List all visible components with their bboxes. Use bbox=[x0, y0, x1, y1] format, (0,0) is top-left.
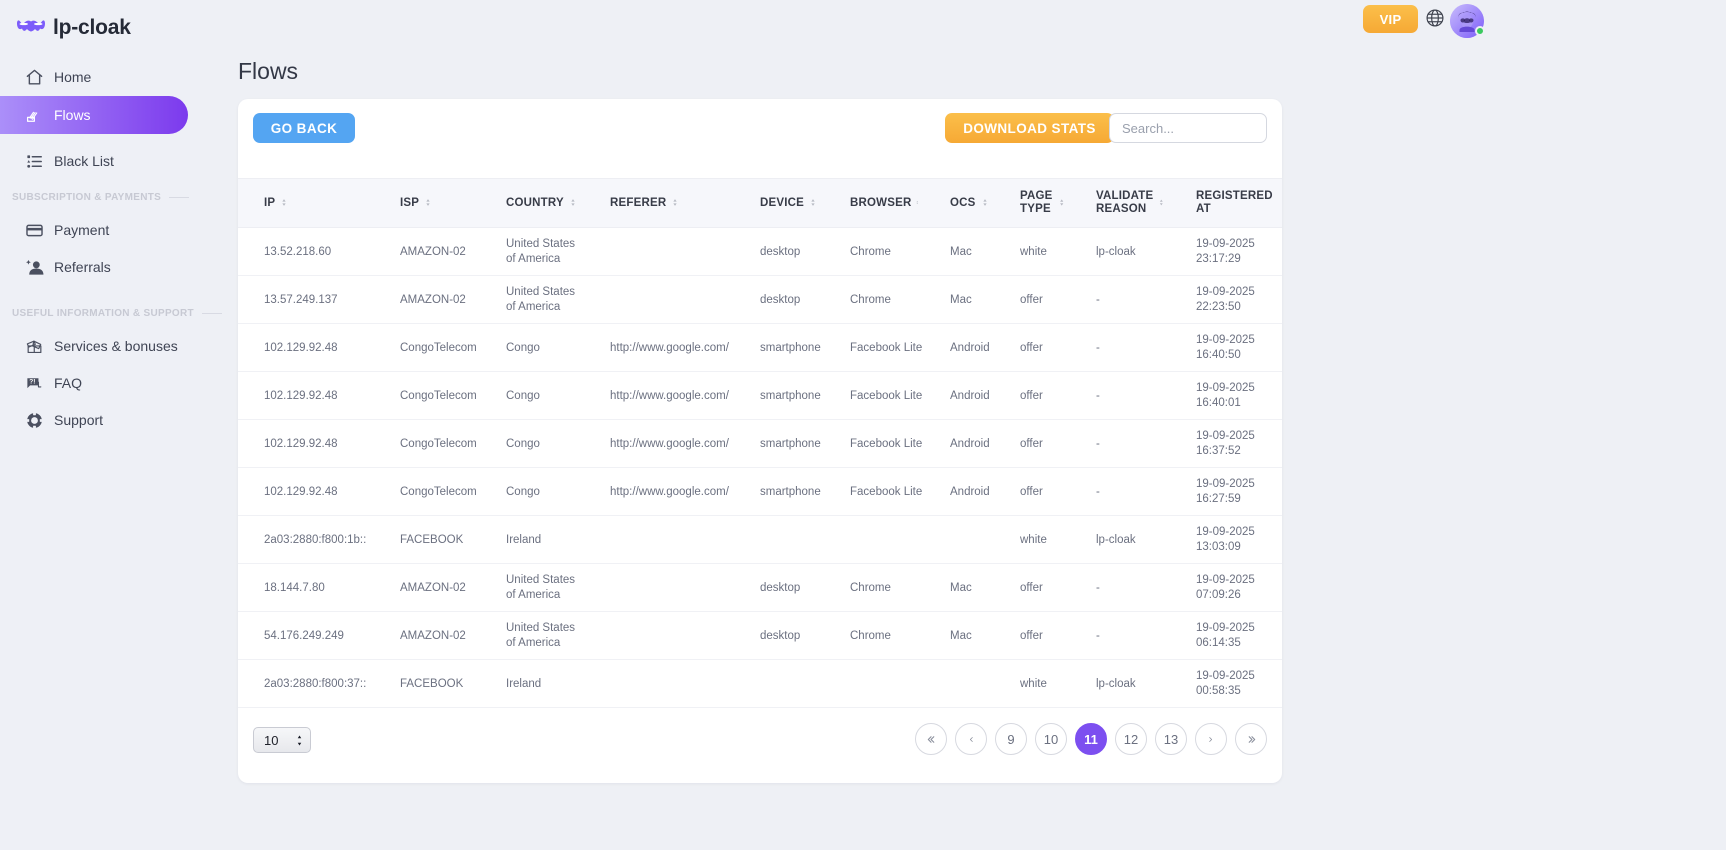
svg-text:?!: ?! bbox=[29, 378, 35, 385]
